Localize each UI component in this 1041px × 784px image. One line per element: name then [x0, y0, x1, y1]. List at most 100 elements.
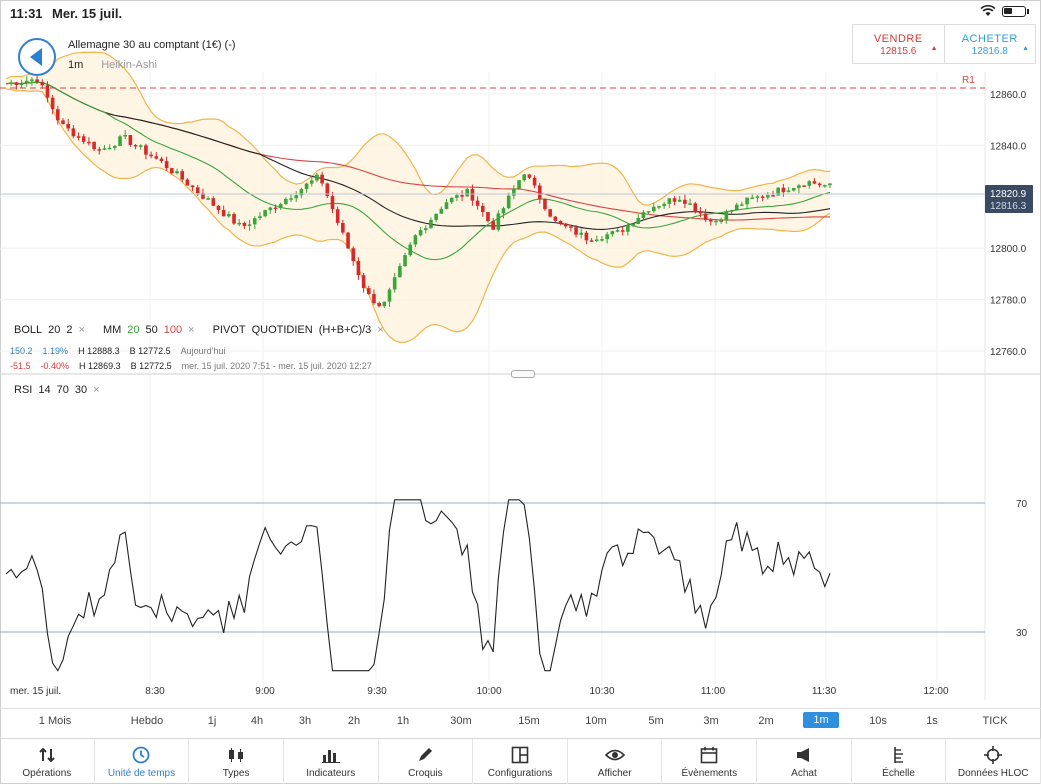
rsi-label[interactable]: RSI [14, 384, 33, 396]
pivot-line: R1 [0, 75, 985, 195]
candle-body [569, 226, 573, 228]
status-bar: 11:31 Mer. 15 juil. [0, 0, 1041, 26]
mm-param-2: 50 [145, 324, 158, 336]
candle-body [558, 220, 563, 224]
time-tick-label: mer. 15 juil. [10, 686, 61, 697]
candle-body [449, 197, 454, 203]
timeframe-3m[interactable]: 3m [703, 715, 719, 727]
candle-body [646, 211, 651, 213]
timeframe-1m[interactable]: 1m [803, 712, 839, 728]
nav-label: Afficher [597, 768, 632, 779]
candle-body [729, 210, 734, 212]
candle-body [620, 230, 625, 232]
time-tick-label: 10:00 [476, 686, 501, 697]
price-tick-label: 12780.0 [990, 296, 1027, 307]
timeframe-1h[interactable]: 1h [396, 715, 410, 727]
nav-pencil[interactable]: Croquis [379, 739, 474, 784]
rsi-param-2: 70 [56, 384, 69, 396]
nav-megaphone[interactable]: Achat [757, 739, 852, 784]
mm-label[interactable]: MM [102, 324, 122, 336]
mm-close-icon[interactable]: × [188, 324, 195, 336]
candle-body [501, 208, 506, 214]
nav-clock[interactable]: Unité de temps [95, 739, 190, 784]
nav-calendar[interactable]: Évènements [662, 739, 758, 784]
candle-body [631, 223, 635, 226]
back-button[interactable] [18, 38, 56, 76]
timeframe-10s[interactable]: 10s [869, 715, 887, 727]
timeframe-15m[interactable]: 15m [518, 715, 540, 727]
boll-label[interactable]: BOLL [14, 324, 43, 336]
candle-body [211, 198, 216, 206]
buy-button[interactable]: ACHETER 12816.8 ▲ [945, 25, 1036, 63]
timeframe-4h[interactable]: 4h [250, 715, 264, 727]
candle-body [128, 135, 133, 145]
nav-bar-chart[interactable]: Indicateurs [284, 739, 379, 784]
candle-body [159, 158, 164, 162]
timeframe-2m[interactable]: 2m [758, 715, 774, 727]
bollinger-upper [5, 51, 831, 206]
candle-body [823, 185, 827, 187]
stat-low: B 12772.5 [130, 361, 172, 371]
boll-close-icon[interactable]: × [78, 324, 85, 336]
time-tick-label: 12:00 [923, 686, 948, 697]
time-tick-label: 10:30 [589, 686, 614, 697]
buy-label: ACHETER [961, 33, 1018, 45]
timeframe-3h[interactable]: 3h [298, 715, 312, 727]
sell-button[interactable]: VENDRE 12815.6 ▲ [853, 25, 945, 63]
panel-resize-handle[interactable] [511, 370, 535, 378]
timeframe-hebdo[interactable]: Hebdo [130, 715, 164, 727]
candle-body [175, 171, 179, 174]
timeframe-1j[interactable]: 1j [207, 715, 217, 727]
nav-sort-arrows[interactable]: Opérations [0, 739, 95, 784]
candle-body [791, 187, 796, 191]
candle-body [398, 266, 402, 278]
timeframe-30m[interactable]: 30m [450, 715, 472, 727]
candle-body [828, 183, 832, 186]
candle-body [460, 195, 464, 197]
candle-body [745, 197, 749, 205]
nav-candles[interactable]: Types [189, 739, 284, 784]
nav-scale[interactable]: Échelle [852, 739, 947, 784]
nav-label: Données HLOC [957, 768, 1029, 779]
nav-label: Échelle [882, 768, 915, 779]
candle-body [740, 204, 744, 206]
stat-range: Aujourd'hui [180, 346, 226, 356]
timeframe-1s[interactable]: 1s [926, 715, 938, 727]
candle-body [512, 188, 516, 196]
candle-body [102, 148, 107, 150]
nav-label: Types [222, 768, 250, 779]
ma-20-line [5, 81, 831, 261]
current-price-label: 12820.9 [990, 189, 1027, 200]
pivot-close-icon[interactable]: × [377, 324, 384, 336]
candle-body [755, 196, 760, 198]
candle-body [470, 188, 475, 201]
timeframe-10m[interactable]: 10m [585, 715, 607, 727]
pivot-label[interactable]: PIVOT [212, 324, 246, 336]
nav-eye[interactable]: Afficher [568, 739, 663, 784]
candle-body [605, 234, 609, 240]
candle-body [170, 168, 174, 174]
candle-body [138, 145, 143, 147]
crosshair-icon [946, 745, 1040, 765]
chart-canvas[interactable]: R1 12860.012840.012820.012800.012780.012… [0, 0, 1041, 708]
stat-high: H 12869.3 [79, 361, 121, 371]
nav-label: Croquis [408, 768, 443, 779]
timeframe-5m[interactable]: 5m [648, 715, 664, 727]
current-price-label-2: 12816.3 [990, 201, 1027, 212]
candle-body [330, 196, 335, 210]
timeframe-1-mois[interactable]: 1 Mois [38, 715, 72, 727]
stat-low: B 12772.5 [129, 346, 171, 356]
candle-body [480, 205, 485, 213]
candle-body [76, 136, 81, 138]
nav-layout[interactable]: Configurations [473, 739, 568, 784]
timeframe-tick[interactable]: TICK [982, 715, 1008, 727]
timeframe-2h[interactable]: 2h [347, 715, 361, 727]
timeframe-bar: 1 Mois Hebdo 1j 4h 3h 2h 1h 30m 15m 10m 5m 3m 2m 1m 10… [0, 708, 1041, 736]
candle-body [180, 171, 185, 180]
nav-crosshair[interactable]: Données HLOC [946, 739, 1041, 784]
candle-body [444, 202, 449, 209]
rsi-close-icon[interactable]: × [93, 384, 100, 396]
candle-body [563, 223, 568, 227]
candle-body [97, 149, 102, 151]
candle-body [579, 232, 584, 235]
